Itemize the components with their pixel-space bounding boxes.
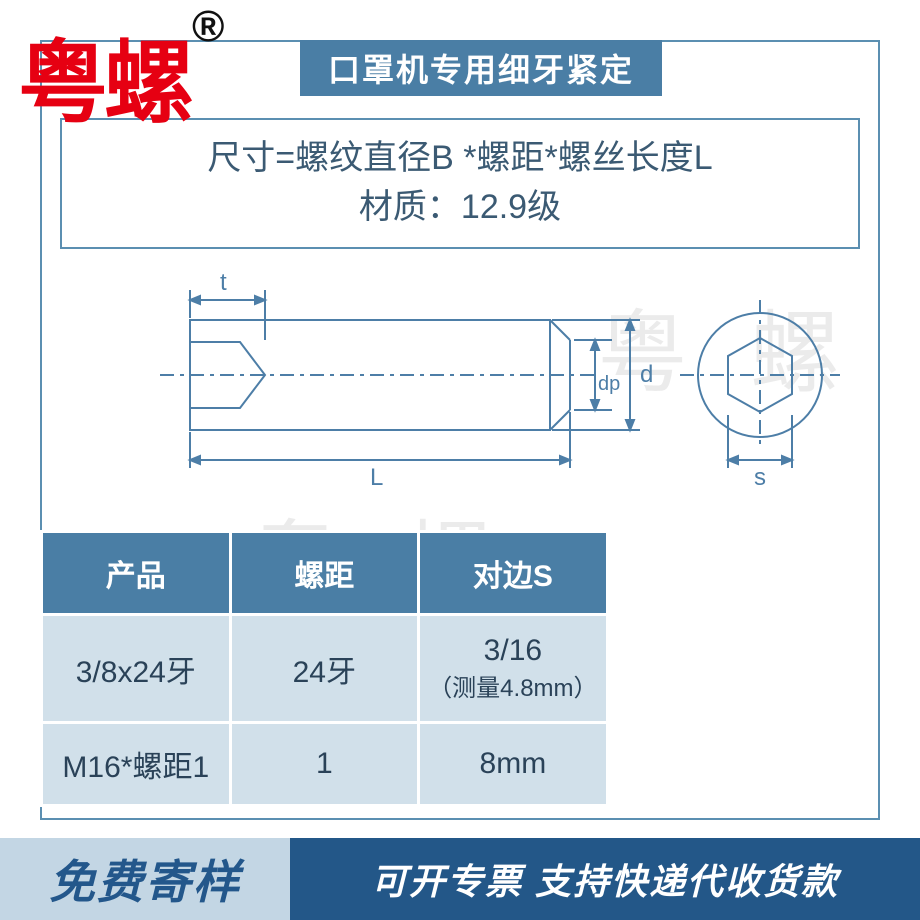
spec-line-1: 尺寸=螺纹直径B *螺距*螺丝长度L — [82, 134, 838, 183]
cell-product: M16*螺距1 — [42, 723, 231, 806]
cell-s: 8mm — [419, 723, 608, 806]
logo-text: 粤螺 — [18, 10, 190, 140]
spec-table: 产品 螺距 对边S 3/8x24牙 24牙 3/16 （测量4.8mm） M16… — [40, 530, 609, 807]
cell-product: 3/8x24牙 — [42, 615, 231, 723]
spec-line-2: 材质：12.9级 — [82, 183, 838, 232]
title-text: 口罩机专用细牙紧定 — [328, 45, 634, 91]
registered-icon: ® — [192, 2, 224, 51]
cell-pitch: 24牙 — [230, 615, 419, 723]
col-pitch: 螺距 — [230, 532, 419, 615]
col-acrossflats: 对边S — [419, 532, 608, 615]
screw-diagram: t L dp d s — [40, 250, 880, 500]
brand-logo: 粤螺® — [18, 10, 222, 140]
dim-label-t: t — [220, 269, 227, 296]
cell-s-line1: 3/16 — [428, 634, 598, 668]
title-banner: 口罩机专用细牙紧定 — [300, 40, 662, 96]
dim-label-L: L — [370, 464, 383, 491]
cell-s-line2: （测量4.8mm） — [428, 668, 598, 703]
table-row: M16*螺距1 1 8mm — [42, 723, 608, 806]
table-header-row: 产品 螺距 对边S — [42, 532, 608, 615]
col-product: 产品 — [42, 532, 231, 615]
free-sample-badge: 免费寄样 — [0, 838, 290, 920]
dim-label-s: s — [754, 464, 766, 491]
cell-s-line1: 8mm — [428, 747, 598, 781]
service-info: 可开专票 支持快递代收货款 — [290, 838, 920, 920]
dim-label-d: d — [640, 361, 653, 388]
table-row: 3/8x24牙 24牙 3/16 （测量4.8mm） — [42, 615, 608, 723]
cell-pitch: 1 — [230, 723, 419, 806]
bottom-bar: 免费寄样 可开专票 支持快递代收货款 — [0, 838, 920, 920]
dim-label-dp: dp — [598, 373, 620, 395]
cell-s: 3/16 （测量4.8mm） — [419, 615, 608, 723]
